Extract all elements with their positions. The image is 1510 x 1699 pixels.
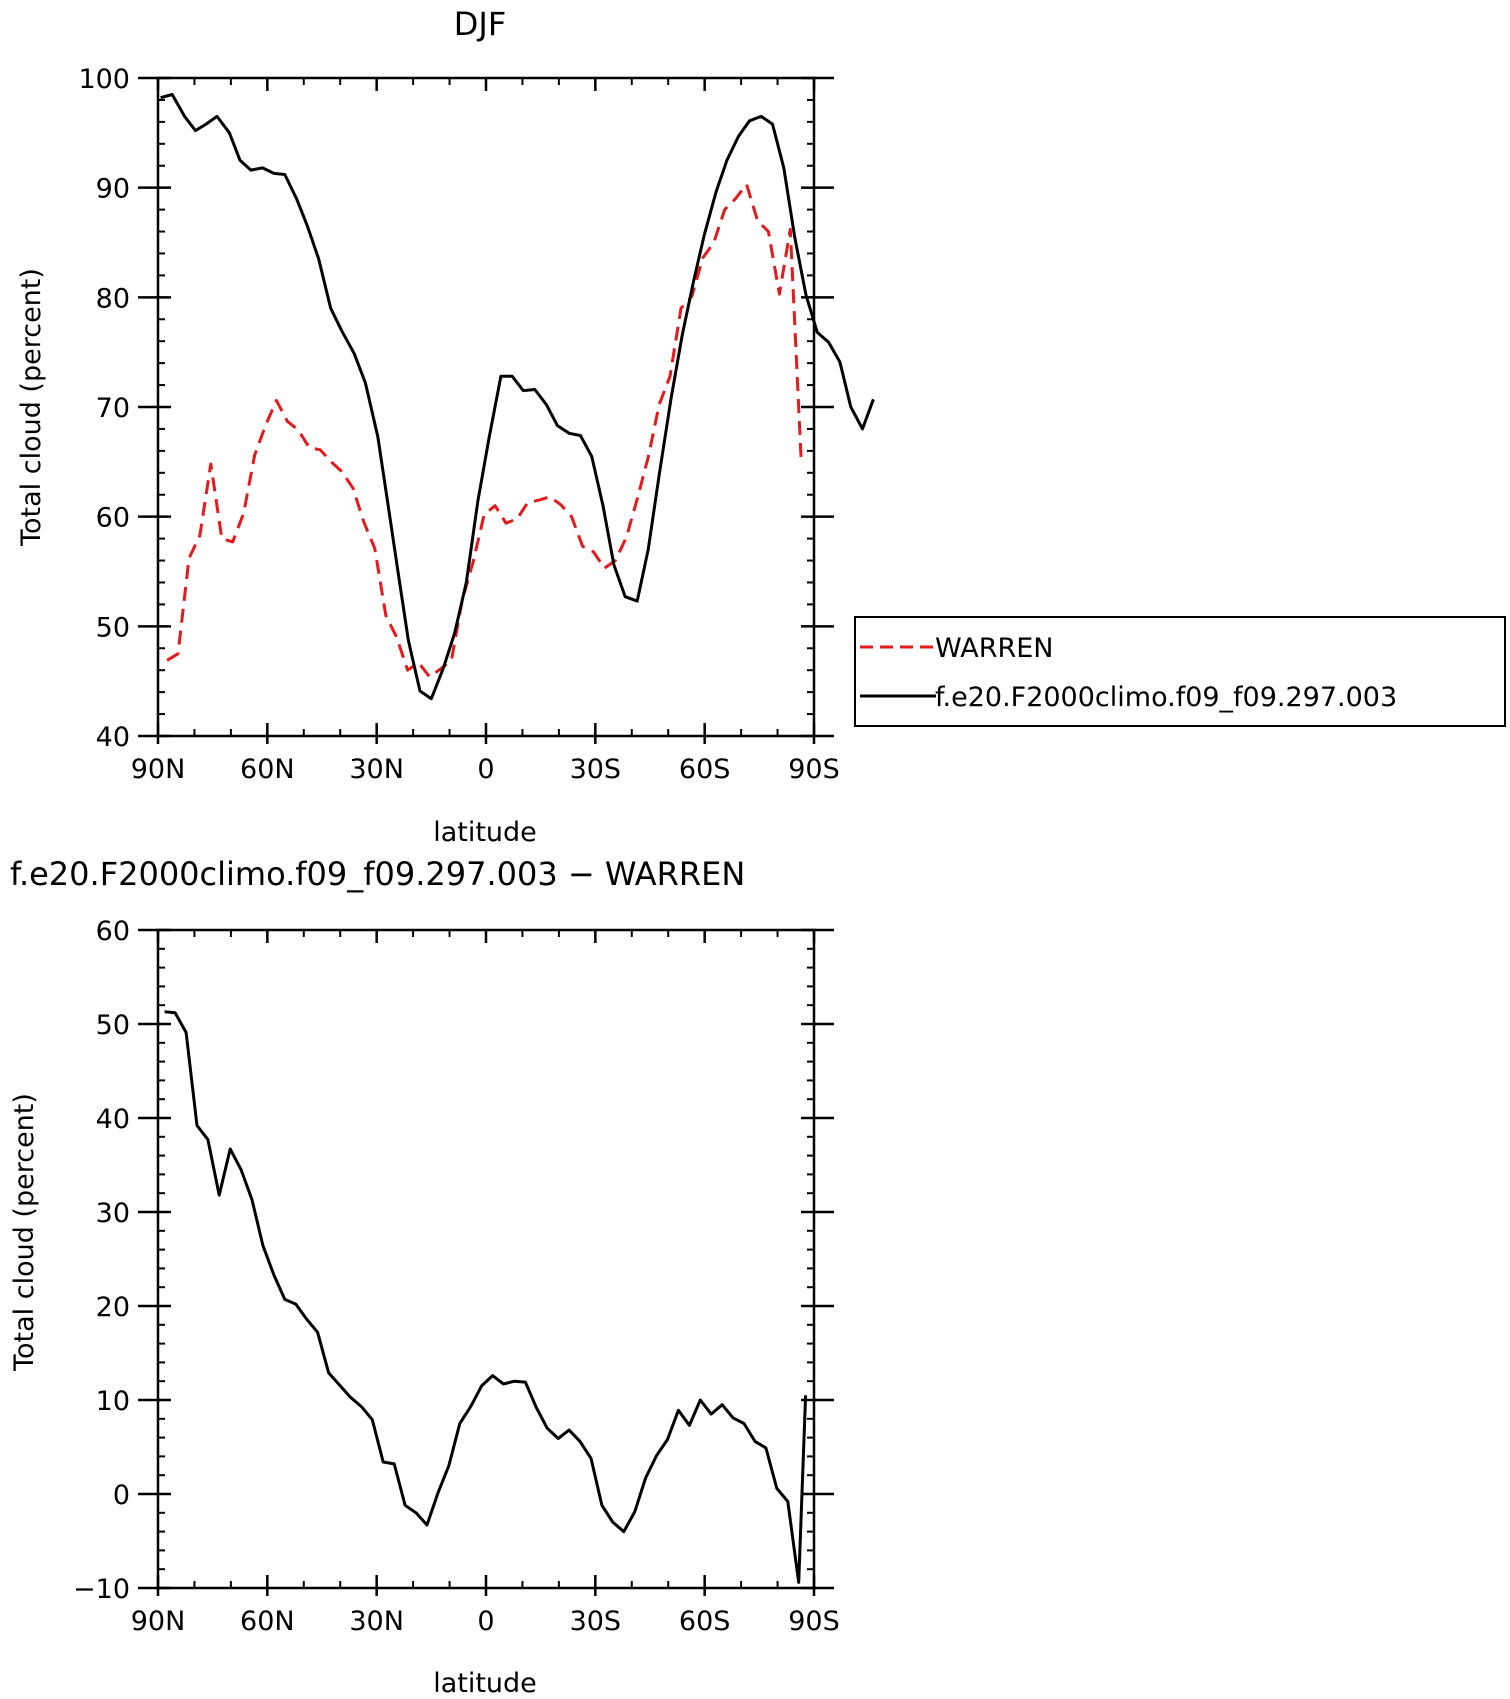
legend: WARREN f.e20.F2000climo.f09_f09.297.003 — [854, 616, 1506, 727]
y-tick-label: 30 — [96, 1198, 130, 1229]
x-axis-title: latitude — [433, 1668, 537, 1699]
series-layer — [160, 93, 875, 701]
series-line-warren — [166, 182, 803, 679]
y-tick-label: 60 — [96, 916, 130, 947]
top-chart-panel: DJF 90N 60N 30N 0 30S 60S 90S 40 50 60 70 80 90 100 l… — [16, 5, 875, 848]
y-tick-label: −10 — [73, 1574, 130, 1605]
y-tick-label: 70 — [96, 393, 130, 424]
y-tick-label: 0 — [113, 1480, 130, 1511]
bottom-chart-panel: f.e20.F2000climo.f09_f09.297.003 − WARRE… — [9, 855, 840, 1699]
y-tick-label: 80 — [96, 283, 130, 314]
y-tick-label: 60 — [96, 503, 130, 534]
y-axis-title: Total cloud (percent) — [16, 268, 47, 547]
y-axis-title: Total cloud (percent) — [9, 1093, 40, 1372]
legend-box — [854, 616, 1506, 727]
x-tick-label: 60N — [240, 754, 295, 785]
axis-ticks: 90N 60N 30N 0 30S 60S 90S −10 0 10 20 30 40 50 60 — [73, 916, 840, 1637]
y-tick-label: 100 — [78, 64, 130, 95]
x-tick-label: 30S — [570, 754, 622, 785]
plot-frame — [156, 76, 816, 738]
y-tick-label: 90 — [96, 174, 130, 205]
series-layer — [164, 1010, 808, 1584]
x-tick-label: 60N — [240, 1606, 295, 1637]
y-tick-label: 20 — [96, 1292, 130, 1323]
x-tick-label: 30N — [349, 754, 404, 785]
axis-ticks: 90N 60N 30N 0 30S 60S 90S 40 50 60 70 80 90 100 — [78, 64, 839, 785]
x-axis-title: latitude — [433, 817, 537, 848]
legend-label-warren: WARREN — [935, 633, 1053, 664]
series-line-model — [160, 93, 875, 701]
x-tick-label: 60S — [679, 1606, 731, 1637]
y-tick-label: 40 — [96, 1104, 130, 1135]
y-tick-label: 50 — [96, 612, 130, 643]
y-tick-label: 10 — [96, 1386, 130, 1417]
x-tick-label: 60S — [679, 754, 731, 785]
legend-label-model: f.e20.F2000climo.f09_f09.297.003 — [935, 682, 1397, 713]
y-tick-label: 40 — [96, 722, 130, 753]
y-tick-label: 50 — [96, 1010, 130, 1041]
x-tick-label: 90N — [131, 1606, 186, 1637]
x-tick-label: 90S — [788, 1606, 840, 1637]
x-tick-label: 0 — [477, 1606, 494, 1637]
x-tick-label: 0 — [477, 754, 494, 785]
plot-frame — [156, 928, 816, 1590]
chart-title: f.e20.F2000climo.f09_f09.297.003 − WARRE… — [10, 855, 745, 893]
x-tick-label: 90N — [131, 754, 186, 785]
x-tick-label: 90S — [788, 754, 840, 785]
x-tick-label: 30S — [570, 1606, 622, 1637]
chart-title: DJF — [454, 5, 506, 43]
series-line-difference — [164, 1010, 808, 1584]
x-tick-label: 30N — [349, 1606, 404, 1637]
